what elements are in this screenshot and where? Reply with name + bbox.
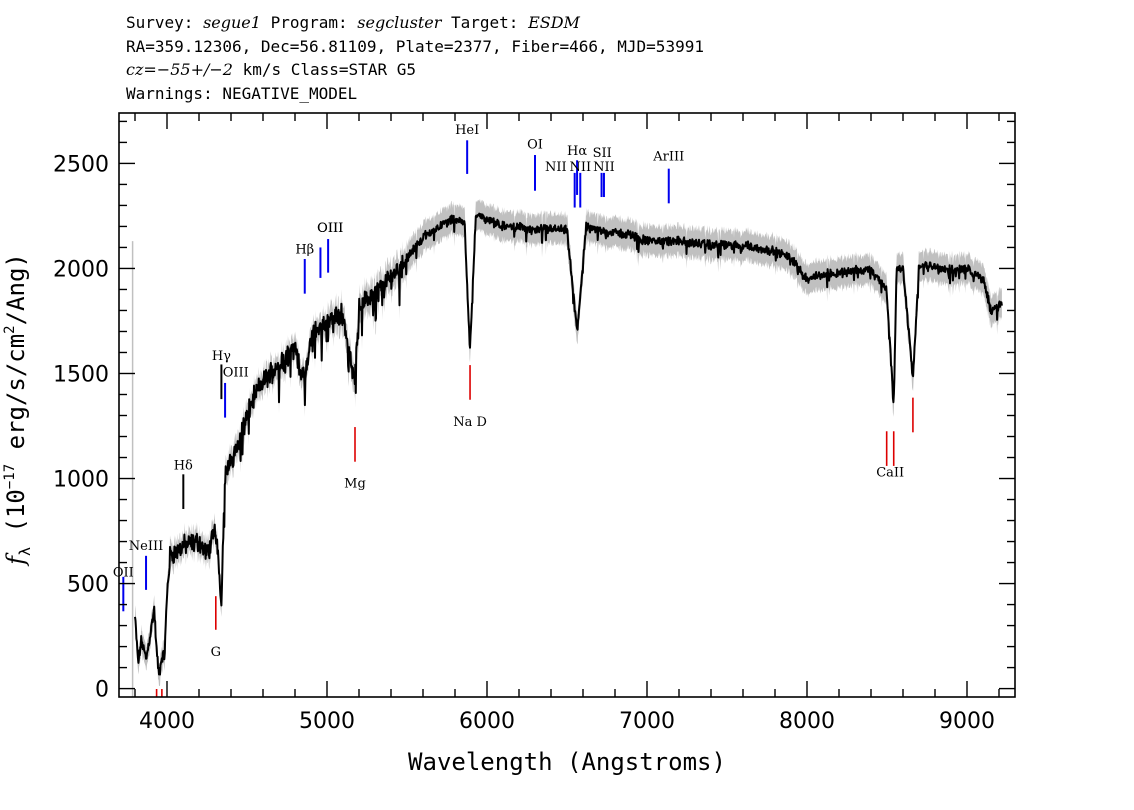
x-tick-label-1: 5000 <box>299 709 355 734</box>
y-label-exp2: 2 <box>2 325 18 333</box>
spectrum-line <box>134 212 1003 676</box>
emission-label-2: Hδ <box>174 459 193 474</box>
y-tick-label-5: 2500 <box>53 152 109 177</box>
axis-ticks <box>119 113 1015 697</box>
x-axis-label: Wavelength (Angstroms) <box>408 748 726 776</box>
emission-label-10: NII <box>545 160 567 175</box>
emission-label-6: OIII <box>317 221 343 236</box>
emission-label-5: Hβ <box>295 242 314 257</box>
y-label-rest: (10 <box>2 489 30 547</box>
spectral-line-markers: OIINeIIIHδHγOIIIHβOIIIOIIIHeIOINIIHαNIIS… <box>113 123 914 697</box>
x-tick-label-0: 4000 <box>139 709 195 734</box>
emission-label-7: OIII <box>317 221 343 236</box>
emission-label-3: Hγ <box>212 349 231 364</box>
spectrum-header: Survey: segue1 Program: segcluster Targe… <box>126 11 704 105</box>
emission-label-8: HeI <box>455 123 479 138</box>
y-axis-label: fλ (10−17 erg/s/cm2/Ang) <box>2 253 34 567</box>
header-line-3: cz=−55+/−2 km/s Class=STAR G5 <box>126 58 704 82</box>
emission-label-9: OI <box>527 138 543 153</box>
survey-label: Survey: <box>126 13 194 32</box>
y-tick-label-1: 500 <box>67 573 109 598</box>
cz-value: =−55+/−2 <box>143 60 233 79</box>
y-label-tail: erg/s/cm <box>2 334 30 464</box>
error-band-layer <box>131 198 1002 697</box>
emission-label-4: OIII <box>223 365 249 380</box>
x-tick-label-5: 9000 <box>939 709 995 734</box>
target-value: ESDM <box>528 13 580 32</box>
y-label-sub: λ <box>16 547 34 556</box>
emission-label-13: SII <box>593 146 612 161</box>
y-tick-label-3: 1500 <box>53 362 109 387</box>
emission-label-1: NeIII <box>129 539 163 554</box>
y-tick-label-4: 2000 <box>53 257 109 282</box>
y-tick-label-0: 0 <box>95 678 109 703</box>
y-tick-label-2: 1000 <box>53 468 109 493</box>
emission-label-0: OII <box>113 565 134 580</box>
target-label: Target: <box>451 13 519 32</box>
y-label-exp: −17 <box>2 464 18 489</box>
x-tick-label-4: 8000 <box>779 709 835 734</box>
survey-value: segue1 <box>203 13 261 32</box>
x-tick-label-2: 6000 <box>459 709 515 734</box>
plot-frame <box>118 112 1016 698</box>
absorption-label-2: Na D <box>453 415 487 430</box>
header-line-1: Survey: segue1 Program: segcluster Targe… <box>126 11 704 35</box>
header-line-2: RA=359.12306, Dec=56.81109, Plate=2377, … <box>126 36 704 56</box>
emission-label-15: ArIII <box>652 149 684 164</box>
cz-class: km/s Class=STAR G5 <box>232 60 416 79</box>
absorption-label-1: Mg <box>344 476 366 491</box>
header-line-4: Warnings: NEGATIVE_MODEL <box>126 83 358 103</box>
emission-label-12: NII <box>569 160 591 175</box>
spectrum-layer <box>134 212 1003 676</box>
absorption-label-3: CaII <box>876 465 904 480</box>
x-tick-label-3: 7000 <box>619 709 675 734</box>
program-value: segcluster <box>357 13 442 32</box>
absorption-label-0: G <box>211 645 221 660</box>
emission-label-11: Hα <box>567 144 587 159</box>
y-label-end: /Ang) <box>2 253 30 325</box>
axis-tick-labels: 4000 5000 6000 7000 8000 9000 0 500 1000 1500 2000… <box>53 152 995 734</box>
emission-label-14: NII <box>593 160 615 175</box>
program-label: Program: <box>270 13 348 32</box>
cz-label: cz <box>126 60 144 79</box>
